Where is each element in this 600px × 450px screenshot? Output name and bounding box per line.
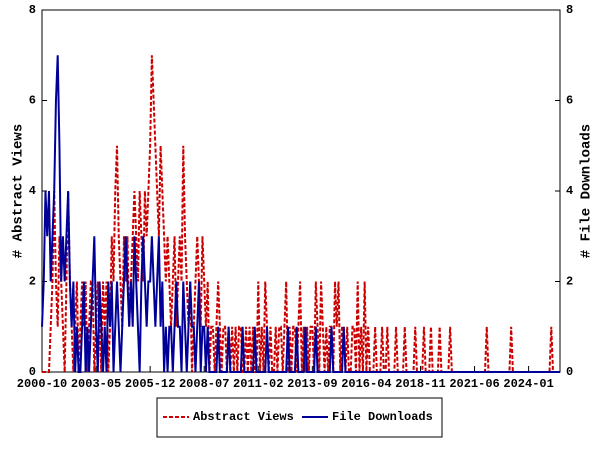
x-tick-label: 2018-11 [395,377,445,391]
x-tick-label: 2008-07 [179,377,229,391]
y-tick-label: 2 [29,275,36,289]
legend-label: Abstract Views [193,410,294,424]
y2-tick-label: 8 [566,3,573,17]
x-tick-label: 2016-04 [341,377,391,391]
y-tick-label: 8 [29,3,36,17]
y2-axis-label: # File Downloads [579,124,595,258]
y2-tick-label: 6 [566,94,573,108]
y2-tick-label: 4 [566,184,573,198]
y-tick-label: 6 [29,94,36,108]
legend-label: File Downloads [332,410,433,424]
series-line [41,55,560,373]
series-line [42,55,560,373]
x-tick-label: 2021-06 [449,377,499,391]
x-tick-label: 2024-01 [503,377,553,391]
y-tick-label: 0 [29,365,36,379]
legend-box [156,397,443,438]
y2-tick-label: 2 [566,275,573,289]
x-tick-label: 2013-09 [287,377,337,391]
y-tick-label: 4 [29,184,36,198]
x-tick-label: 2011-02 [233,377,283,391]
x-tick-label: 2005-12 [125,377,175,391]
y2-tick-label: 0 [566,365,573,379]
y-axis-label: # Abstract Views [11,124,27,258]
x-tick-label: 2000-10 [17,377,67,391]
x-tick-label: 2003-05 [71,377,121,391]
